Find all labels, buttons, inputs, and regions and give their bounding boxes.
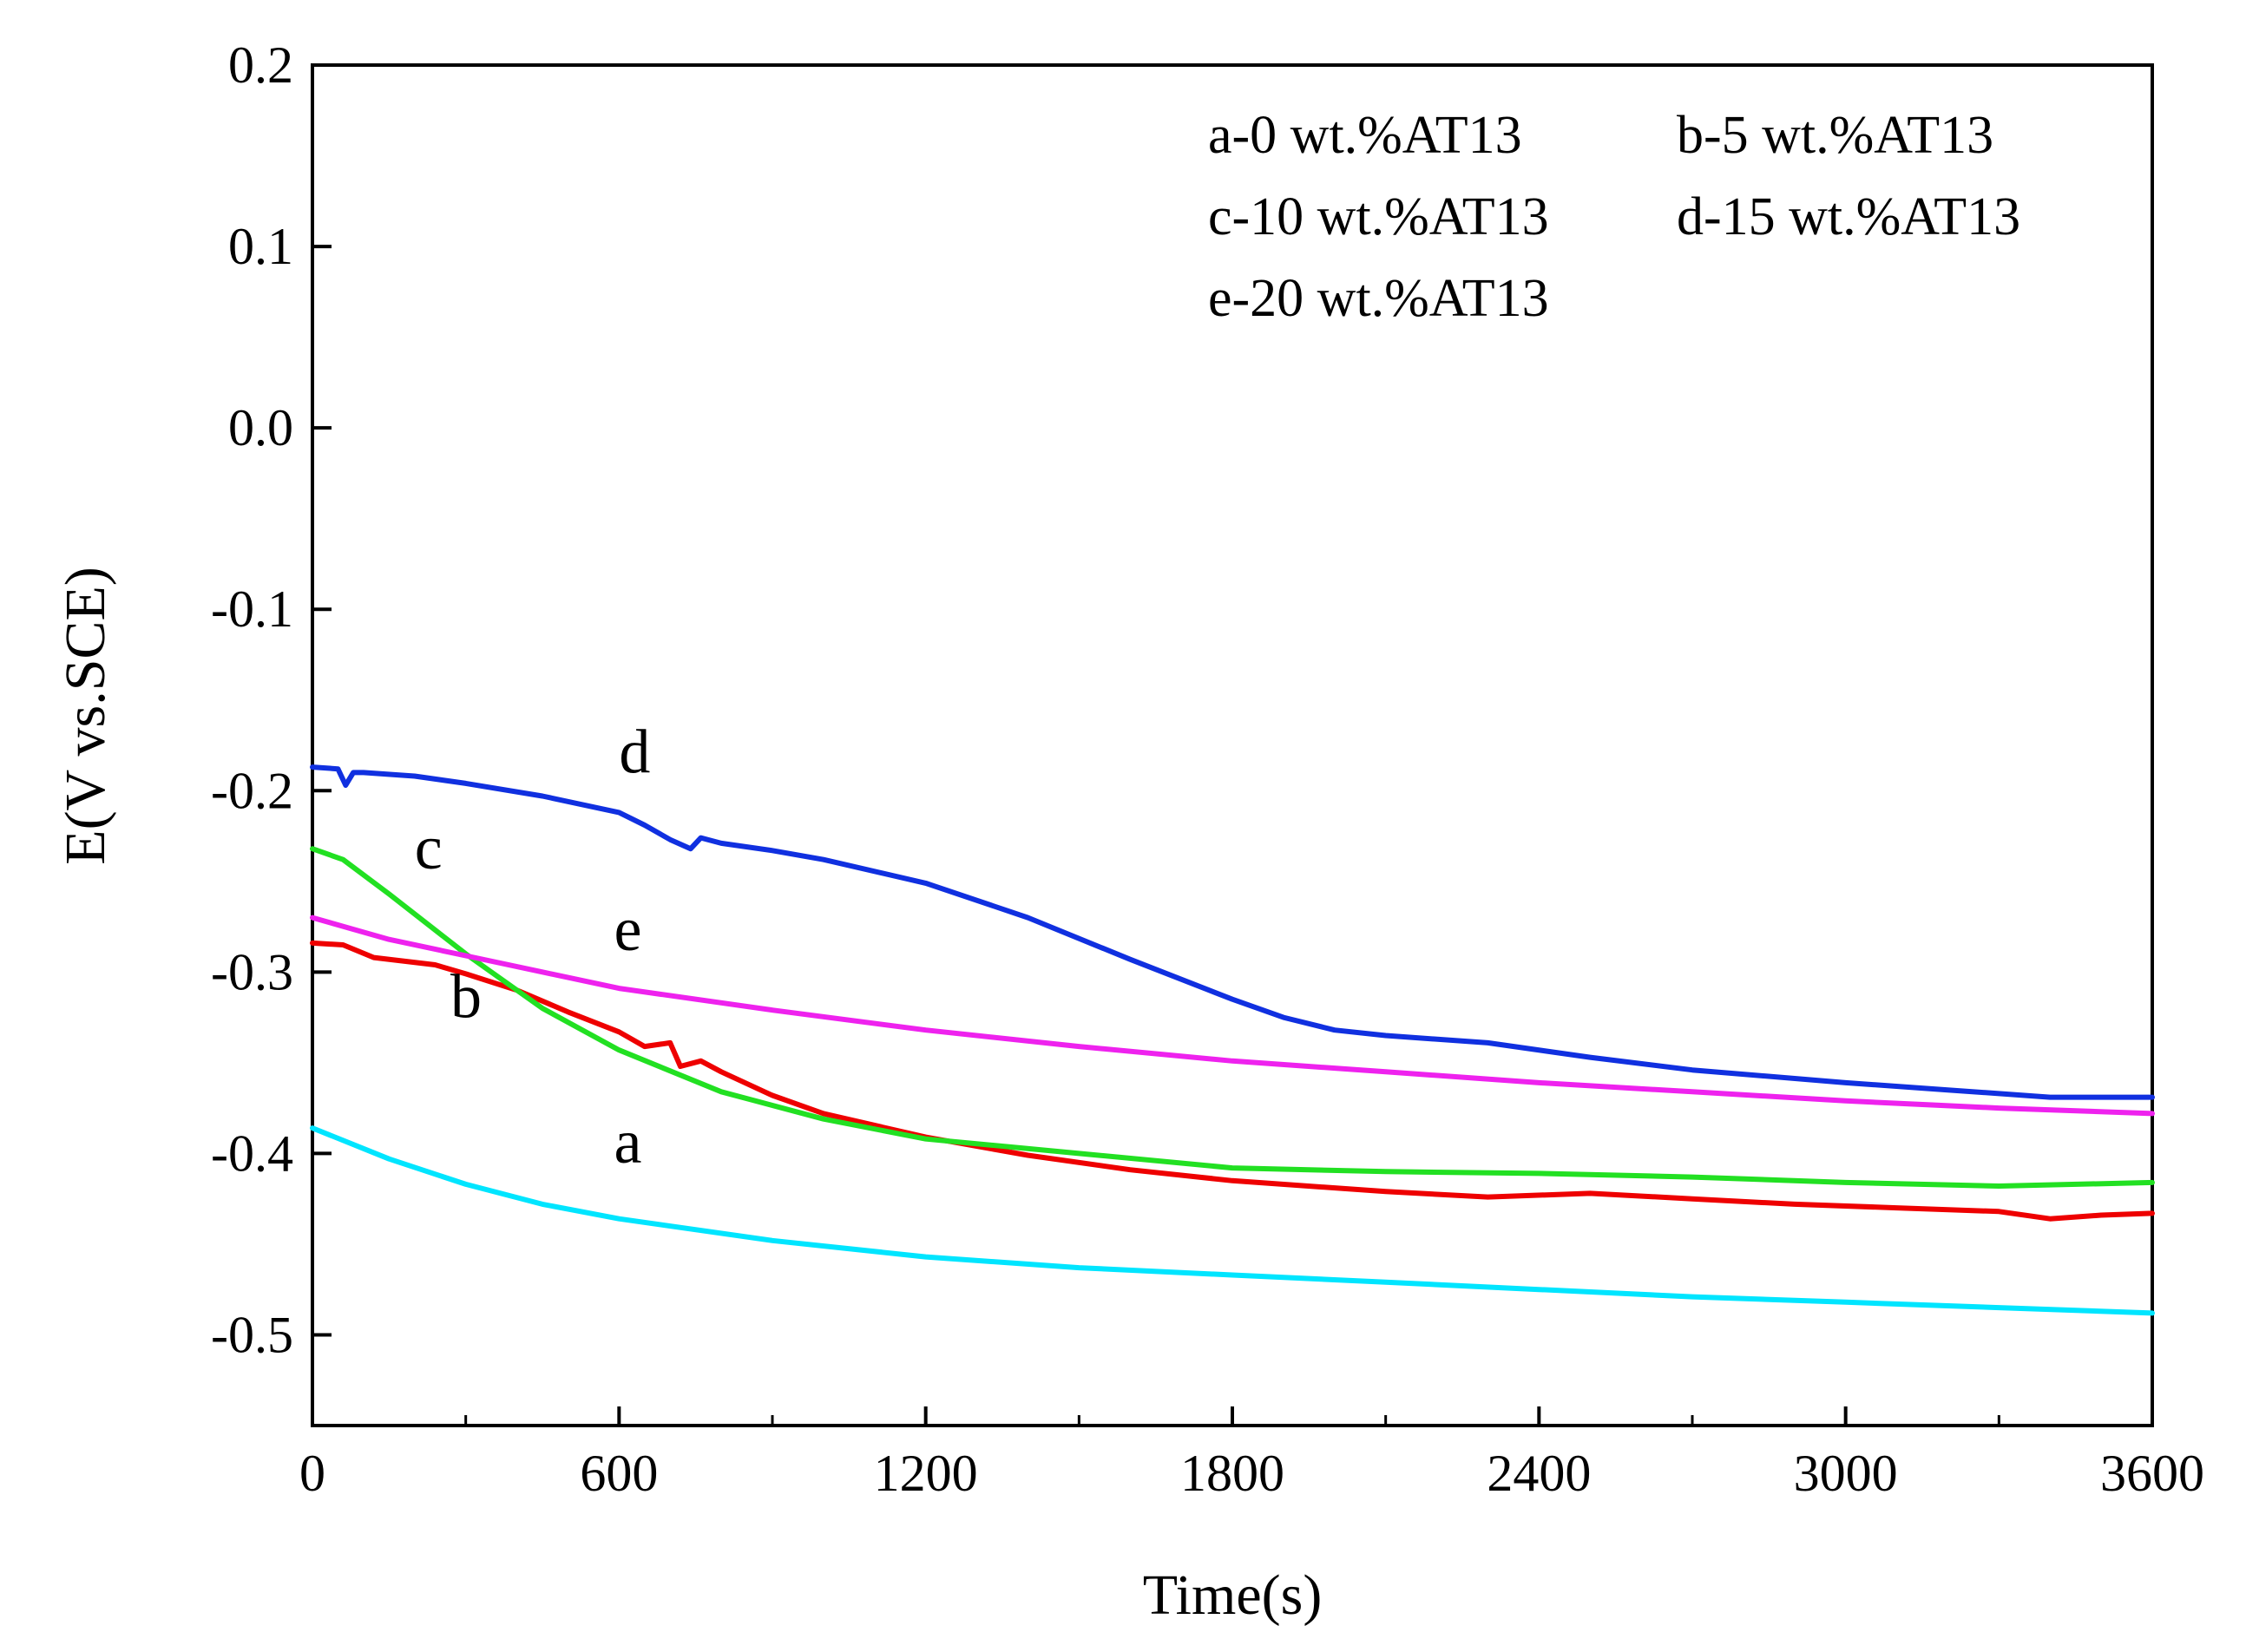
- y-tick-label: -0.4: [211, 1124, 293, 1182]
- x-tick-label: 1800: [1180, 1445, 1284, 1502]
- x-axis-title: Time(s): [1143, 1564, 1323, 1627]
- x-tick-label: 3000: [1794, 1445, 1898, 1502]
- y-tick-label: -0.3: [211, 943, 293, 1000]
- legend-entry-b: b-5 wt.%AT13: [1677, 106, 1993, 165]
- y-tick-label: 0.2: [228, 36, 293, 94]
- curve-label-c: c: [415, 813, 443, 882]
- x-tick-label: 3600: [2100, 1445, 2204, 1502]
- legend-entry-d: d-15 wt.%AT13: [1677, 187, 2020, 246]
- series-line-b: [310, 940, 2155, 1222]
- y-tick-label: 0.0: [228, 399, 293, 456]
- y-tick-label: -0.1: [211, 580, 293, 638]
- series-line-a: [310, 1125, 2155, 1316]
- series-line-e: [310, 914, 2155, 1117]
- x-tick-label: 0: [299, 1445, 325, 1502]
- curve-label-e: e: [614, 895, 641, 964]
- x-tick-label: 600: [580, 1445, 658, 1502]
- series-line-d: [310, 764, 2155, 1100]
- legend-entry-c: c-10 wt.%AT13: [1208, 187, 1549, 246]
- y-tick-label: 0.1: [228, 218, 293, 275]
- curve-label-b: b: [450, 962, 482, 1032]
- legend: a-0 wt.%AT13 b-5 wt.%AT13 c-10 wt.%AT13 …: [1208, 106, 2020, 328]
- curve-label-d: d: [619, 717, 650, 786]
- x-tick-label: 1200: [874, 1445, 978, 1502]
- x-tick-label: 2400: [1487, 1445, 1591, 1502]
- y-tick-label: -0.5: [211, 1306, 293, 1363]
- y-tick-label: -0.2: [211, 762, 293, 819]
- y-axis-title: E(V vs.SCE): [54, 567, 117, 864]
- curve-label-layer: a b c d e: [415, 717, 651, 1176]
- curve-label-a: a: [614, 1107, 641, 1177]
- series-line-c: [310, 846, 2155, 1189]
- legend-entry-e: e-20 wt.%AT13: [1208, 269, 1549, 328]
- legend-entry-a: a-0 wt.%AT13: [1208, 106, 1522, 165]
- series-layer: [310, 764, 2155, 1316]
- ticks-layer: 0 600 1200 1800 2400 3000 3600 0.2 0.1 0.0 -0.1 -0.…: [211, 36, 2204, 1502]
